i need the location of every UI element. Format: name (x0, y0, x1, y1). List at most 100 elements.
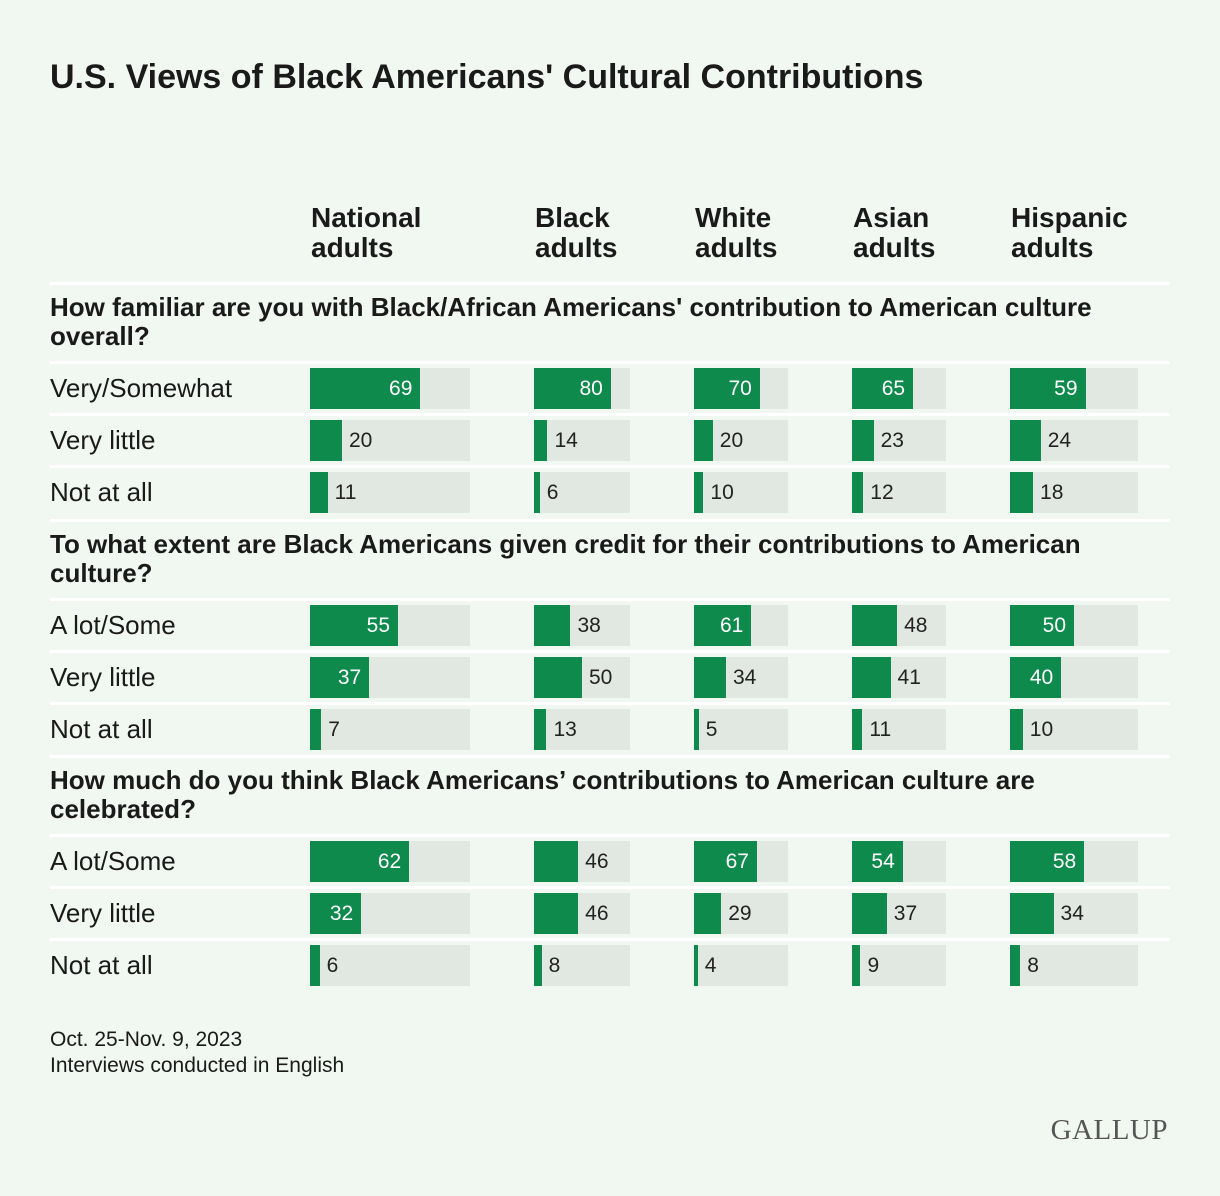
value-label: 61 (719, 613, 744, 637)
bar (852, 420, 874, 461)
bar-track (310, 708, 470, 750)
bar-track (694, 472, 788, 513)
divider (50, 649, 1170, 653)
bar (1010, 604, 1074, 646)
bar-track (310, 472, 470, 513)
bar (534, 368, 611, 409)
bar (534, 420, 548, 461)
value-label: 23 (880, 429, 904, 452)
value-label: 6 (546, 481, 559, 504)
bar (694, 420, 713, 461)
bar-track (1010, 945, 1138, 986)
value-label: 41 (897, 665, 921, 689)
row-label: A lot/Some (50, 609, 176, 640)
logo: GALLUP (1050, 1114, 1168, 1146)
bar (852, 708, 863, 750)
bar (534, 893, 579, 934)
bar (534, 708, 547, 750)
bar (852, 656, 891, 698)
value-label: 67 (725, 850, 749, 873)
bar-track (310, 945, 470, 986)
row-label: Very little (50, 898, 156, 928)
bar (1010, 945, 1021, 986)
column-header: Asian adults (853, 202, 936, 263)
value-label: 69 (389, 377, 413, 400)
value-label: 20 (719, 429, 744, 452)
value-label: 55 (366, 613, 390, 637)
column-header: Hispanic adults (1011, 202, 1128, 263)
row-label: Very little (50, 425, 156, 455)
divider (50, 597, 1170, 601)
bar-track (534, 945, 630, 986)
bar (310, 472, 328, 513)
row-label: Not at all (50, 950, 153, 980)
bar-track (534, 420, 630, 461)
divider (50, 465, 1170, 468)
value-label: 50 (589, 665, 613, 689)
value-label: 8 (548, 954, 561, 977)
row-label: Not at all (50, 477, 153, 507)
bar (694, 841, 757, 882)
value-label: 13 (553, 717, 577, 741)
value-label: 58 (1052, 850, 1077, 873)
value-label: 80 (579, 377, 603, 400)
divider (50, 361, 1170, 364)
value-label: 10 (1029, 717, 1054, 741)
divider (50, 886, 1170, 889)
value-label: 14 (554, 429, 578, 452)
column-header: White adults (695, 202, 778, 263)
chart-title: U.S. Views of Black Americans' Cultural … (50, 58, 924, 96)
bar (310, 420, 342, 461)
footnote: Oct. 25-Nov. 9, 2023 (50, 1028, 243, 1051)
value-label: 7 (328, 717, 340, 741)
bar (694, 604, 752, 646)
value-label: 32 (329, 902, 354, 925)
bar (310, 841, 410, 882)
row-label: Very little (50, 661, 156, 692)
value-label: 70 (728, 377, 752, 400)
bar (1010, 368, 1086, 409)
value-label: 48 (904, 613, 928, 637)
bar (310, 656, 370, 698)
value-label: 62 (377, 850, 402, 873)
value-label: 38 (577, 613, 601, 637)
bar (694, 893, 722, 934)
value-label: 11 (869, 717, 892, 741)
column-header: Black adults (535, 202, 618, 263)
value-label: 37 (337, 665, 362, 689)
divider (50, 701, 1170, 705)
bar (694, 708, 699, 750)
value-label: 37 (893, 902, 918, 925)
divider (50, 518, 1170, 522)
value-label: 29 (728, 902, 752, 925)
divider (50, 755, 1170, 758)
bar (852, 604, 898, 646)
bar (852, 945, 861, 986)
bar-track (852, 945, 946, 986)
value-label: 46 (585, 850, 609, 873)
value-label: 34 (1060, 902, 1084, 925)
bar (1010, 656, 1062, 698)
row-label: Not at all (50, 713, 153, 744)
question: How much do you think Black Americans’ c… (50, 765, 1035, 824)
footnote: Interviews conducted in English (50, 1054, 345, 1077)
bar (310, 945, 320, 986)
bar (534, 604, 571, 646)
bar (534, 945, 542, 986)
bar (852, 472, 864, 513)
bar (852, 368, 914, 409)
value-label: 9 (867, 954, 880, 977)
value-label: 6 (326, 954, 339, 977)
bar (852, 841, 903, 882)
divider (50, 282, 1170, 285)
value-label: 18 (1040, 481, 1064, 504)
value-label: 20 (349, 429, 373, 452)
question: To what extent are Black Americans given… (50, 528, 1081, 588)
value-label: 40 (1029, 665, 1054, 689)
bar (1010, 841, 1085, 882)
value-label: 50 (1042, 613, 1066, 637)
column-header: National adults (311, 202, 422, 263)
divider (50, 413, 1170, 416)
value-label: 10 (710, 481, 734, 504)
value-label: 54 (871, 850, 895, 873)
